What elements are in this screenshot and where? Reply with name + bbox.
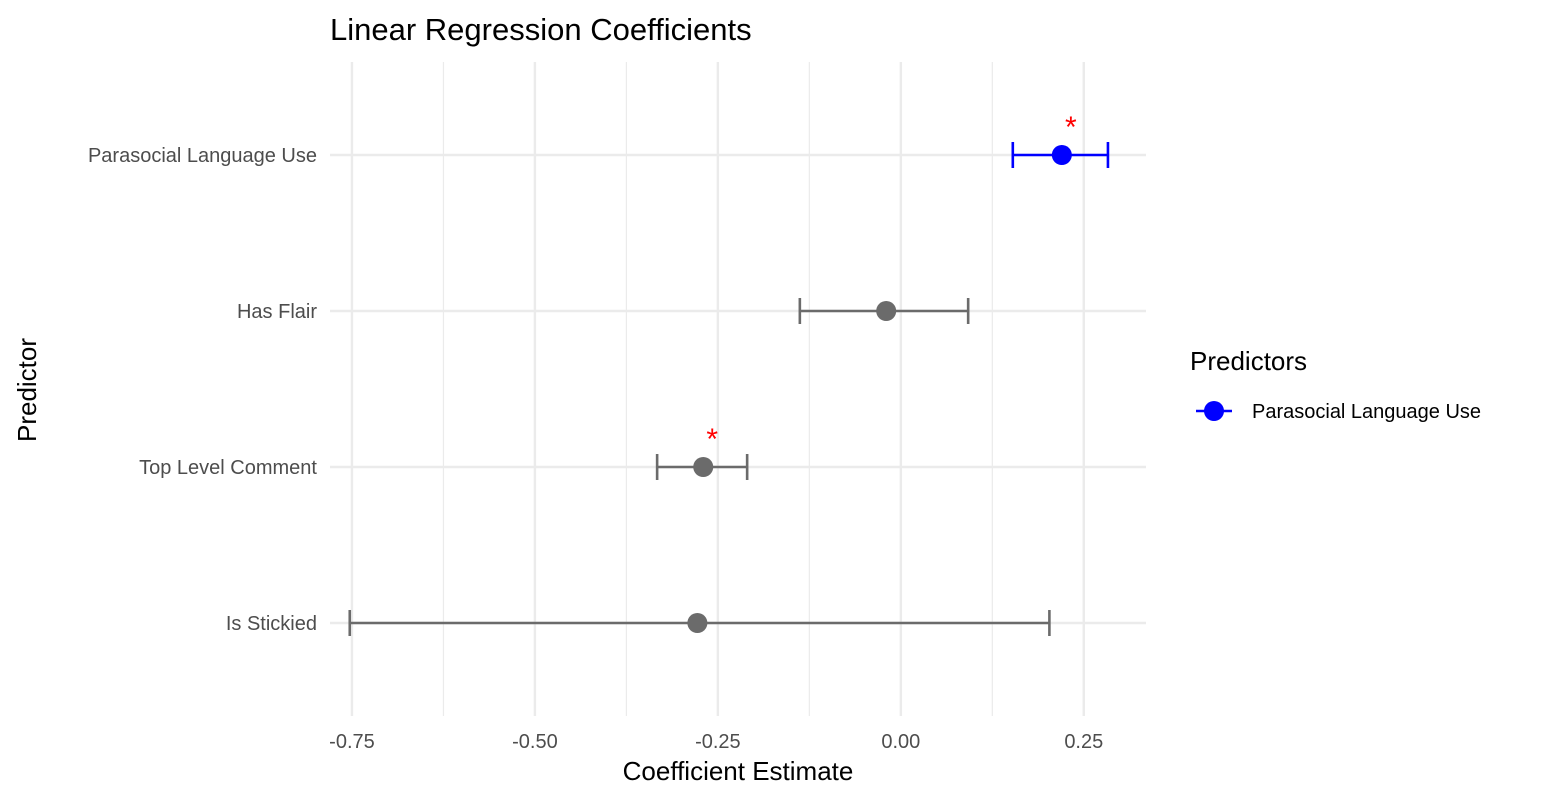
x-tick-label: -0.25 (695, 731, 741, 753)
y-tick-label: Parasocial Language Use (88, 145, 317, 167)
x-axis-title: Coefficient Estimate (623, 756, 854, 786)
plot-marks: ** (348, 111, 1110, 636)
coefficient-point (1051, 145, 1072, 165)
coefficient-point (693, 457, 714, 477)
y-axis-title: Predictor (12, 338, 42, 442)
x-tick-label: 0.25 (1064, 731, 1103, 753)
y-tick-label: Top Level Comment (139, 457, 317, 479)
significance-marker: * (1065, 111, 1077, 144)
grid-lines (330, 62, 1146, 716)
coefficient-point (876, 301, 897, 321)
y-axis-tick-labels: Parasocial Language Use Has Flair Top Leve… (88, 145, 317, 635)
x-tick-label: -0.50 (512, 731, 558, 753)
legend-title: Predictors (1190, 346, 1307, 376)
legend-entry-label: Parasocial Language Use (1252, 401, 1481, 423)
legend-entries: Parasocial Language Use (1196, 401, 1481, 423)
x-tick-label: -0.75 (329, 731, 375, 753)
chart-title: Linear Regression Coefficients (330, 12, 752, 47)
legend: Predictors Parasocial Language Use (1190, 346, 1481, 423)
y-tick-label: Has Flair (237, 301, 317, 323)
legend-key-point (1204, 401, 1224, 421)
y-tick-label: Is Stickied (226, 613, 317, 635)
x-axis-tick-labels: -0.75 -0.50 -0.25 0.00 0.25 (329, 731, 1103, 753)
significance-marker: * (706, 423, 718, 456)
coefficient-point (687, 613, 708, 633)
x-tick-label: 0.00 (881, 731, 920, 753)
